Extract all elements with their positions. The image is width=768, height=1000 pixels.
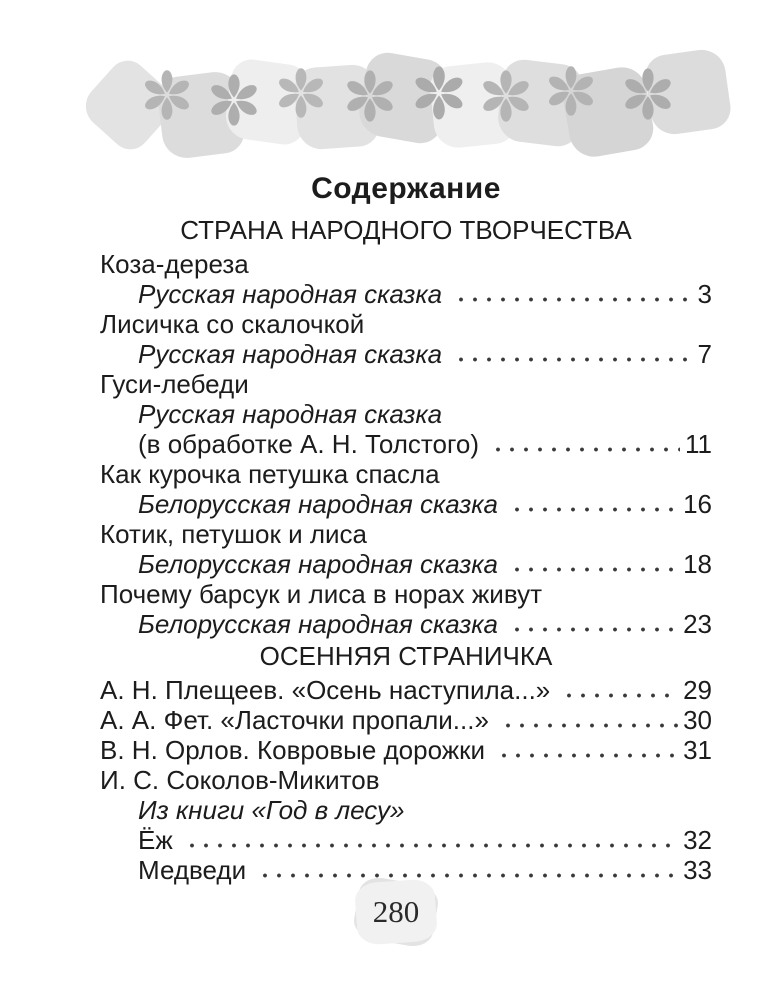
toc-entry: Котик, петушок и лиса Белорусская народна…: [100, 519, 712, 579]
toc-line: Котик, петушок и лиса: [100, 519, 712, 549]
toc-line: Медведи 33: [100, 855, 712, 885]
toc-entry: В. Н. Орлов. Ковровые дорожки 31: [100, 735, 712, 765]
toc-line-text: И. С. Соколов-Микитов: [100, 765, 380, 795]
toc-page-number: 16: [683, 489, 712, 519]
flower-icon: [546, 66, 596, 116]
toc-line: Русская народная сказка 7: [100, 339, 712, 369]
toc: СТРАНА НАРОДНОГО ТВОРЧЕСТВА Коза-дереза Ру…: [100, 215, 712, 885]
toc-line: Гуси-лебеди: [100, 369, 712, 399]
toc-line: В. Н. Орлов. Ковровые дорожки 31: [100, 735, 712, 765]
flower-icon: [413, 66, 465, 120]
dotted-leader: [452, 296, 693, 303]
toc-line-text: В. Н. Орлов. Ковровые дорожки: [100, 735, 486, 765]
toc-line-text: Ёж: [138, 825, 173, 855]
flower-icon: [208, 74, 260, 126]
toc-line: Русская народная сказка 3: [100, 279, 712, 309]
dotted-leader: [508, 566, 679, 573]
toc-page-number: 30: [683, 705, 712, 735]
toc-page-number: 31: [683, 735, 712, 765]
toc-entry: Коза-дереза Русская народная сказка 3: [100, 249, 712, 309]
toc-page-number: 32: [683, 825, 712, 855]
toc-line: Как курочка петушка спасла: [100, 459, 712, 489]
toc-line-text: Как курочка петушка спасла: [100, 459, 440, 489]
toc-line: И. С. Соколов-Микитов: [100, 765, 712, 795]
dotted-leader: [489, 446, 680, 453]
dotted-leader: [508, 506, 679, 513]
toc-line-text: Белорусская народная сказка: [138, 489, 499, 519]
toc-line-text: Гуси-лебеди: [100, 369, 249, 399]
toc-line-text: Русская народная сказка: [138, 279, 443, 309]
toc-line-text: Белорусская народная сказка: [138, 549, 499, 579]
toc-page-number: 23: [683, 609, 712, 639]
toc-line: Лисичка со скалочкой: [100, 309, 712, 339]
section-heading: СТРАНА НАРОДНОГО ТВОРЧЕСТВА: [180, 215, 632, 245]
dotted-leader: [452, 356, 693, 363]
flower-icon: [622, 68, 674, 120]
toc-line-text: Из книги «Год в лесу»: [138, 795, 405, 825]
page-title: Содержание: [311, 172, 501, 205]
toc-line-text: Белорусская народная сказка: [138, 609, 499, 639]
dotted-leader: [508, 626, 679, 633]
flower-icon: [344, 70, 396, 122]
toc-line: Ёж 32: [100, 825, 712, 855]
toc-line-text: А. Н. Плещеев. «Осень наступила...»: [100, 675, 551, 705]
toc-line: (в обработке А. Н. Толстого) 11: [100, 429, 712, 459]
dotted-leader: [256, 872, 679, 879]
dotted-leader: [495, 752, 679, 759]
dotted-leader: [498, 722, 679, 729]
toc-entry: Как курочка петушка спасла Белорусская на…: [100, 459, 712, 519]
toc-line: Русская народная сказка: [100, 399, 712, 429]
toc-page-number: 33: [683, 855, 712, 885]
toc-line: Коза-дереза: [100, 249, 712, 279]
flower-icon: [276, 68, 326, 118]
flower-icon: [142, 70, 192, 120]
toc-line: Почему барсук и лиса в норах живут: [100, 579, 712, 609]
toc-line-text: Коза-дереза: [100, 249, 249, 279]
toc-line-text: Лисичка со скалочкой: [100, 309, 365, 339]
toc-line-text: (в обработке А. Н. Толстого): [138, 429, 480, 459]
toc-line: Белорусская народная сказка 16: [100, 489, 712, 519]
toc-entry: И. С. Соколов-Микитов Из книги «Год в лес…: [100, 765, 712, 885]
toc-line-text: А. А. Фет. «Ласточки пропали...»: [100, 705, 489, 735]
page-number: 280: [372, 894, 420, 929]
toc-line-text: Медведи: [138, 855, 247, 885]
toc-entry: Почему барсук и лиса в норах живут Белору…: [100, 579, 712, 639]
toc-entry: А. А. Фет. «Ласточки пропали...» 30: [100, 705, 712, 735]
toc-entry: А. Н. Плещеев. «Осень наступила...» 29: [100, 675, 712, 705]
flower-icon: [480, 70, 532, 122]
toc-line-text: Русская народная сказка: [138, 339, 443, 369]
toc-page-number: 7: [697, 339, 712, 369]
section-heading: ОСЕННЯЯ СТРАНИЧКА: [259, 641, 553, 671]
toc-page-number: 11: [685, 429, 712, 459]
toc-line: Из книги «Год в лесу»: [100, 795, 712, 825]
toc-line: А. А. Фет. «Ласточки пропали...» 30: [100, 705, 712, 735]
toc-page-number: 3: [697, 279, 712, 309]
toc-entry: Гуси-лебеди Русская народная сказка (в обр…: [100, 369, 712, 459]
header-decoration-band: [0, 0, 768, 161]
toc-line: Белорусская народная сказка 23: [100, 609, 712, 639]
page-number-badge: 280: [351, 874, 441, 950]
toc-line-text: Русская народная сказка: [138, 399, 443, 429]
toc-line: Белорусская народная сказка 18: [100, 549, 712, 579]
toc-line: А. Н. Плещеев. «Осень наступила...» 29: [100, 675, 712, 705]
dotted-leader: [182, 842, 679, 849]
toc-page-number: 29: [683, 675, 712, 705]
toc-line-text: Почему барсук и лиса в норах живут: [100, 579, 542, 609]
dotted-leader: [560, 692, 679, 699]
toc-line-text: Котик, петушок и лиса: [100, 519, 367, 549]
table-of-contents: Содержание СТРАНА НАРОДНОГО ТВОРЧЕСТВА Ко…: [100, 172, 712, 885]
toc-entry: Лисичка со скалочкой Русская народная ска…: [100, 309, 712, 369]
toc-page-number: 18: [683, 549, 712, 579]
